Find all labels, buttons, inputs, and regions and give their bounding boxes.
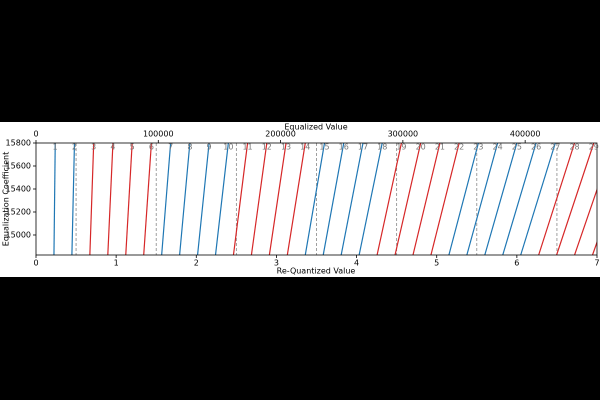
line-label: 15 xyxy=(319,143,329,152)
series-line xyxy=(502,143,537,255)
series-line xyxy=(538,143,576,255)
series-line xyxy=(573,187,597,255)
x-tick-label: 0 xyxy=(33,259,38,268)
top-tick-label: 400000 xyxy=(510,130,541,139)
series-line xyxy=(304,143,326,255)
series-line xyxy=(214,143,229,255)
series-line xyxy=(412,143,441,255)
line-label: 4 xyxy=(110,143,115,152)
line-label: 2 xyxy=(72,143,77,152)
series-line xyxy=(125,143,133,255)
x-tick-label: 3 xyxy=(274,259,279,268)
x-tick-label: 2 xyxy=(194,259,199,268)
line-label: 14 xyxy=(300,143,310,152)
x-tick-label: 7 xyxy=(594,259,599,268)
series-line xyxy=(466,143,499,255)
x-tick-label: 5 xyxy=(434,259,439,268)
line-label: 20 xyxy=(416,143,426,152)
line-label: 25 xyxy=(512,143,522,152)
series-line xyxy=(340,143,364,255)
series-line xyxy=(394,143,422,255)
figure-background xyxy=(0,122,600,277)
plot-area xyxy=(53,143,597,255)
line-label: 7 xyxy=(168,143,173,152)
series-line xyxy=(53,143,56,255)
series-line xyxy=(376,143,403,255)
line-label: 18 xyxy=(377,143,387,152)
series-line xyxy=(268,143,287,255)
line-label: 17 xyxy=(358,143,368,152)
line-label: 9 xyxy=(207,143,212,152)
series-line xyxy=(322,143,345,255)
top-tick-label: 200000 xyxy=(265,130,296,139)
series-line xyxy=(358,143,383,255)
top-tick-label: 300000 xyxy=(388,130,419,139)
x-tick-label: 1 xyxy=(114,259,119,268)
series-line xyxy=(484,143,518,255)
top-tick-label: 0 xyxy=(33,130,38,139)
line-label: 28 xyxy=(569,143,579,152)
x-axis-label: Re-Quantized Value xyxy=(277,267,356,276)
top-tick-label: 100000 xyxy=(143,130,174,139)
line-label: 5 xyxy=(130,143,135,152)
line-label: 3 xyxy=(91,143,96,152)
series-line xyxy=(520,143,556,255)
series-line xyxy=(143,143,153,255)
line-label: 26 xyxy=(531,143,541,152)
series-line xyxy=(71,143,76,255)
y-tick-label: 15400 xyxy=(6,184,31,193)
line-label: 22 xyxy=(454,143,464,152)
line-label: 19 xyxy=(396,143,406,152)
y-tick-label: 15200 xyxy=(6,207,31,216)
line-label: 12 xyxy=(262,143,272,152)
series-line xyxy=(286,143,306,255)
line-label: 29 xyxy=(589,143,599,152)
line-label: 13 xyxy=(281,143,291,152)
x-tick-label: 6 xyxy=(514,259,519,268)
axes-frame xyxy=(35,142,598,256)
line-label: 21 xyxy=(435,143,445,152)
series-line xyxy=(89,143,95,255)
series-line xyxy=(196,143,210,255)
x-tick-label: 4 xyxy=(354,259,359,268)
line-label: 23 xyxy=(473,143,483,152)
series-line xyxy=(430,143,460,255)
line-label: 16 xyxy=(339,143,349,152)
series-line xyxy=(556,143,595,255)
line-label: 10 xyxy=(223,143,233,152)
series-line xyxy=(232,143,249,255)
line-label: 8 xyxy=(187,143,192,152)
series-line xyxy=(448,143,479,255)
line-label: 11 xyxy=(242,143,252,152)
line-label: 1 xyxy=(53,143,58,152)
y-tick-label: 15000 xyxy=(6,230,31,239)
series-line xyxy=(107,143,114,255)
y-tick-label: 15800 xyxy=(6,139,31,148)
y-tick-label: 15600 xyxy=(6,161,31,170)
series-line xyxy=(161,143,172,255)
series-line xyxy=(250,143,268,255)
top-axis-label: Equalized Value xyxy=(284,123,347,132)
y-axis-label: Equalization Coefficient xyxy=(2,152,11,246)
line-label: 27 xyxy=(550,143,560,152)
series-line xyxy=(179,143,191,255)
line-label: 24 xyxy=(493,143,503,152)
line-label: 6 xyxy=(149,143,154,152)
